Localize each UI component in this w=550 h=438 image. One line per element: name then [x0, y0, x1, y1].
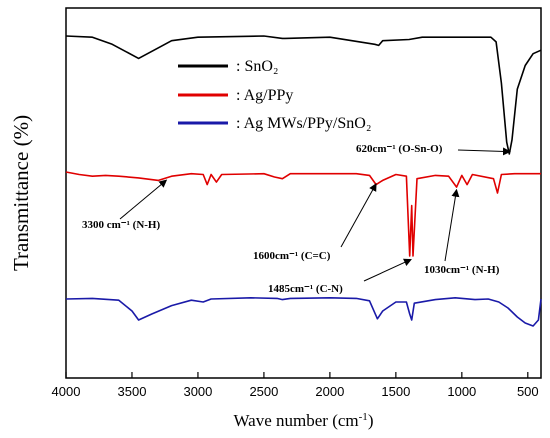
annotation-arrow-3	[363, 258, 412, 282]
legend-label-ag-ppy: : Ag/PPy	[236, 87, 293, 104]
series-line-0	[65, 35, 542, 155]
annotation-arrow-0	[457, 147, 511, 156]
x-tick-label-500: 500	[517, 384, 539, 399]
annotation-arrow-2	[340, 183, 377, 248]
x-tick-label-3500: 3500	[118, 384, 147, 399]
annotation-label-1: 3300 cm⁻¹ (N-H)	[82, 219, 160, 231]
x-axis-ticks: 4000 3500 3000 2500 2000 1500 1000 500	[52, 372, 539, 399]
x-tick-label-2000: 2000	[315, 384, 344, 399]
y-axis-label: Transmittance (%)	[9, 115, 33, 271]
legend-label-sno2: : SnO₂	[236, 58, 278, 75]
legend-label-ag-mws-ppy-sno2: : Ag MWs/PPy/SnO₂	[236, 115, 371, 132]
legend: : SnO₂ : Ag/PPy : Ag MWs/PPy/SnO₂	[178, 58, 371, 132]
series-line-1	[65, 171, 541, 257]
x-axis-label: Wave number (cm-1)	[234, 411, 374, 430]
annotation-label-4: 1030cm⁻¹ (N-H)	[424, 264, 500, 276]
annotation-arrow-4	[444, 188, 460, 262]
x-tick-label-4000: 4000	[52, 384, 81, 399]
x-tick-label-2500: 2500	[249, 384, 278, 399]
series-line-2	[65, 296, 542, 327]
x-tick-label-1500: 1500	[381, 384, 410, 399]
annotation-label-2: 1600cm⁻¹ (C=C)	[253, 250, 331, 262]
annotation-label-3: 1485cm⁻¹ (C-N)	[268, 283, 343, 295]
x-tick-label-3000: 3000	[183, 384, 212, 399]
plot-frame	[65, 7, 542, 379]
annotations: 620cm⁻¹ (O-Sn-O) 3300 cm⁻¹ (N-H) 1600cm⁻¹ …	[82, 143, 511, 295]
series-group	[65, 35, 542, 327]
x-tick-label-1000: 1000	[447, 384, 476, 399]
annotation-label-0: 620cm⁻¹ (O-Sn-O)	[356, 143, 443, 155]
annotation-arrow-1	[119, 179, 168, 220]
